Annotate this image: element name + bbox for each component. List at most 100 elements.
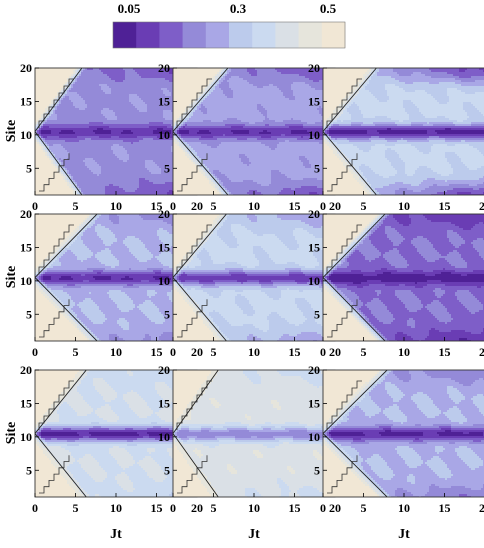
x-axis-label-col-2: Jt — [248, 527, 260, 542]
y-tick-label: 15 — [158, 240, 170, 254]
contour-panel-r2-c3: 0 5 10 15 20 5 10 15 20 — [308, 207, 484, 359]
y-tick-label: 10 — [20, 274, 32, 288]
y-tick-label: 10 — [308, 128, 320, 142]
x-tick-label: 0 — [170, 199, 176, 213]
contour-line — [35, 68, 83, 132]
contour-line — [173, 131, 229, 195]
x-tick-label: 10 — [248, 199, 260, 213]
x-tick-label: 10 — [248, 501, 260, 515]
contour-line — [173, 433, 219, 497]
contour-line — [326, 78, 362, 128]
colorbar-swatch — [205, 22, 230, 48]
contour-line — [39, 299, 70, 338]
x-tick-label: 10 — [110, 345, 122, 359]
contour-line — [35, 131, 83, 195]
contour-line — [177, 455, 208, 494]
x-tick-label: 20 — [191, 345, 203, 359]
x-tick-label: 15 — [439, 345, 451, 359]
x-tick-label: 0 — [320, 199, 326, 213]
contour-panel-r3-c2: 0 5 10 15 20 5 10 15 20 — [158, 363, 341, 515]
x-tick-label: 20 — [329, 199, 341, 213]
x-tick-label: 5 — [361, 199, 367, 213]
y-tick-label: 5 — [314, 307, 320, 321]
colorbar-swatch — [298, 22, 323, 48]
y-tick-label: 5 — [164, 463, 170, 477]
x-tick-label: 0 — [320, 345, 326, 359]
x-tick-label: 20 — [479, 501, 484, 515]
x-tick-label: 5 — [211, 199, 217, 213]
y-tick-label: 10 — [20, 128, 32, 142]
y-tick-label: 15 — [20, 396, 32, 410]
contour-line — [38, 380, 74, 430]
y-tick-label: 20 — [20, 61, 32, 75]
x-axis-label-col-1: Jt — [110, 527, 122, 542]
contour-panel-r1-c2: 0 5 10 15 20 5 10 15 20 — [158, 61, 341, 213]
panel-grid: 0510152051015200510152051015200510152051… — [20, 61, 484, 515]
x-tick-label: 15 — [151, 501, 163, 515]
x-tick-label: 0 — [32, 199, 38, 213]
contour-line — [327, 455, 358, 494]
contour-panel-r3-c1: 0 5 10 15 20 5 10 15 20 — [20, 363, 203, 515]
x-tick-label: 5 — [73, 501, 79, 515]
colorbar-frame — [112, 21, 346, 49]
x-tick-label: 5 — [361, 345, 367, 359]
y-tick-label: 20 — [20, 207, 32, 221]
colorbar-tick-label-mid: 0.3 — [230, 1, 247, 16]
x-tick-label: 10 — [398, 199, 410, 213]
contour-line — [39, 153, 70, 192]
y-axis-label-row-2: Site — [4, 266, 19, 289]
contour-line — [38, 224, 74, 274]
x-tick-label: 5 — [73, 345, 79, 359]
contour-line — [176, 224, 212, 274]
y-tick-label: 10 — [158, 128, 170, 142]
y-tick-label: 15 — [20, 94, 32, 108]
x-tick-label: 0 — [32, 501, 38, 515]
contour-line — [323, 433, 388, 497]
x-tick-label: 5 — [361, 501, 367, 515]
x-tick-label: 20 — [329, 345, 341, 359]
x-tick-label: 20 — [191, 199, 203, 213]
contour-line — [177, 153, 208, 192]
x-tick-label: 10 — [398, 345, 410, 359]
contour-line — [177, 299, 208, 338]
x-tick-label: 10 — [110, 501, 122, 515]
y-tick-label: 5 — [314, 463, 320, 477]
y-tick-label: 10 — [20, 430, 32, 444]
x-axis-label-col-3: Jt — [398, 527, 410, 542]
y-tick-label: 10 — [308, 430, 320, 444]
y-tick-label: 10 — [158, 430, 170, 444]
colorbar — [112, 21, 346, 49]
contour-line — [173, 68, 229, 132]
contour-line — [35, 277, 98, 341]
x-tick-label: 15 — [289, 501, 301, 515]
contour-line — [327, 299, 358, 338]
y-tick-label: 20 — [158, 207, 170, 221]
x-tick-label: 5 — [211, 501, 217, 515]
x-tick-label: 10 — [398, 501, 410, 515]
y-tick-label: 10 — [158, 274, 170, 288]
colorbar-swatch — [275, 22, 300, 48]
y-tick-label: 5 — [164, 307, 170, 321]
y-tick-label: 20 — [308, 61, 320, 75]
colorbar-swatch — [321, 22, 346, 48]
y-tick-label: 15 — [158, 94, 170, 108]
y-axis-label-row-1: Site — [4, 120, 19, 143]
contour-line — [323, 68, 377, 132]
colorbar-swatch — [182, 22, 207, 48]
y-tick-label: 15 — [158, 396, 170, 410]
contour-line — [35, 214, 98, 278]
x-tick-label: 20 — [479, 199, 484, 213]
y-tick-label: 5 — [314, 161, 320, 175]
x-tick-label: 0 — [320, 501, 326, 515]
contour-line — [173, 214, 227, 278]
colorbar-swatch — [113, 22, 137, 48]
contour-panel-r3-c3: 0 5 10 15 20 5 10 15 20 — [308, 363, 484, 515]
colorbar-tick-label-low: 0.05 — [118, 1, 141, 16]
contour-line — [323, 277, 386, 341]
y-tick-label: 15 — [308, 94, 320, 108]
x-tick-label: 0 — [170, 501, 176, 515]
y-tick-label: 15 — [20, 240, 32, 254]
colorbar-swatch — [252, 22, 276, 48]
y-tick-label: 10 — [308, 274, 320, 288]
